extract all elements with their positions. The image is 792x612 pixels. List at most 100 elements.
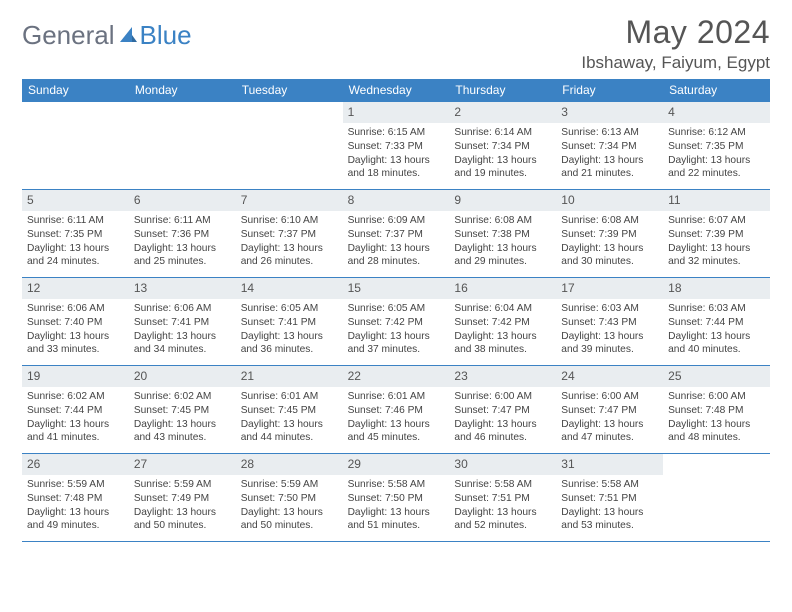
daylight-line: Daylight: 13 hours and 49 minutes.: [27, 506, 124, 534]
day-cell: [663, 454, 770, 542]
day-cell: 8Sunrise: 6:09 AMSunset: 7:37 PMDaylight…: [343, 190, 450, 278]
sunset-line: Sunset: 7:47 PM: [561, 404, 658, 418]
day-number: 13: [129, 278, 236, 299]
day-number: 16: [449, 278, 556, 299]
day-number: 12: [22, 278, 129, 299]
sunset-line: Sunset: 7:43 PM: [561, 316, 658, 330]
day-number: 18: [663, 278, 770, 299]
sunrise-line: Sunrise: 5:58 AM: [454, 478, 551, 492]
day-cell: 30Sunrise: 5:58 AMSunset: 7:51 PMDayligh…: [449, 454, 556, 542]
sunset-line: Sunset: 7:41 PM: [241, 316, 338, 330]
day-cell: 14Sunrise: 6:05 AMSunset: 7:41 PMDayligh…: [236, 278, 343, 366]
day-cell: 20Sunrise: 6:02 AMSunset: 7:45 PMDayligh…: [129, 366, 236, 454]
daylight-line: Daylight: 13 hours and 50 minutes.: [134, 506, 231, 534]
day-cell: 1Sunrise: 6:15 AMSunset: 7:33 PMDaylight…: [343, 102, 450, 190]
daylight-line: Daylight: 13 hours and 22 minutes.: [668, 154, 765, 182]
day-cell: 15Sunrise: 6:05 AMSunset: 7:42 PMDayligh…: [343, 278, 450, 366]
day-cell: 17 Sunrise: 6:03 AMSunset: 7:43 PMDayligh…: [556, 278, 663, 366]
day-cell: 24Sunrise: 6:00 AMSunset: 7:47 PMDayligh…: [556, 366, 663, 454]
day-number: 14: [236, 278, 343, 299]
sunset-line: Sunset: 7:37 PM: [241, 228, 338, 242]
day-cell: 10Sunrise: 6:08 AMSunset: 7:39 PMDayligh…: [556, 190, 663, 278]
daylight-line: Daylight: 13 hours and 43 minutes.: [134, 418, 231, 446]
day-cell: 16Sunrise: 6:04 AMSunset: 7:42 PMDayligh…: [449, 278, 556, 366]
sunset-line: Sunset: 7:37 PM: [348, 228, 445, 242]
sunrise-line: Sunrise: 6:02 AM: [134, 390, 231, 404]
sunset-line: Sunset: 7:33 PM: [348, 140, 445, 154]
week-row: 26Sunrise: 5:59 AMSunset: 7:48 PMDayligh…: [22, 454, 770, 542]
daylight-line: Daylight: 13 hours and 34 minutes.: [134, 330, 231, 358]
day-number: 27: [129, 454, 236, 475]
brand-part2: Blue: [140, 20, 192, 51]
daylight-line: Daylight: 13 hours and 52 minutes.: [454, 506, 551, 534]
daylight-line: Daylight: 13 hours and 19 minutes.: [454, 154, 551, 182]
dow-cell: Monday: [129, 79, 236, 102]
day-number: 20: [129, 366, 236, 387]
day-number: 29: [343, 454, 450, 475]
daylight-line: Daylight: 13 hours and 41 minutes.: [27, 418, 124, 446]
daylight-line: Daylight: 13 hours and 30 minutes.: [561, 242, 658, 270]
daylight-line: Daylight: 13 hours and 29 minutes.: [454, 242, 551, 270]
weeks-container: 1Sunrise: 6:15 AMSunset: 7:33 PMDaylight…: [22, 102, 770, 542]
day-number: 17: [556, 278, 663, 299]
day-number: 9: [449, 190, 556, 211]
day-number: 23: [449, 366, 556, 387]
sunrise-line: Sunrise: 6:00 AM: [454, 390, 551, 404]
day-cell: 29Sunrise: 5:58 AMSunset: 7:50 PMDayligh…: [343, 454, 450, 542]
sunrise-line: Sunrise: 5:59 AM: [241, 478, 338, 492]
day-number: 30: [449, 454, 556, 475]
day-cell: 18 Sunrise: 6:03 AMSunset: 7:44 PMDayligh…: [663, 278, 770, 366]
daylight-line: Daylight: 13 hours and 24 minutes.: [27, 242, 124, 270]
daylight-line: Daylight: 13 hours and 40 minutes.: [668, 330, 765, 358]
sunrise-line: Sunrise: 6:10 AM: [241, 214, 338, 228]
sunrise-line: Sunrise: 6:05 AM: [348, 302, 445, 316]
sunrise-line: Sunrise: 6:00 AM: [668, 390, 765, 404]
day-number: 6: [129, 190, 236, 211]
sunrise-line: Sunrise: 6:03 AM: [561, 302, 658, 316]
day-cell: 4Sunrise: 6:12 AMSunset: 7:35 PMDaylight…: [663, 102, 770, 190]
daylight-line: Daylight: 13 hours and 28 minutes.: [348, 242, 445, 270]
day-number: 3: [556, 102, 663, 123]
sunrise-line: Sunrise: 6:03 AM: [668, 302, 765, 316]
daylight-line: Daylight: 13 hours and 45 minutes.: [348, 418, 445, 446]
day-cell: 31Sunrise: 5:58 AMSunset: 7:51 PMDayligh…: [556, 454, 663, 542]
sunrise-line: Sunrise: 6:00 AM: [561, 390, 658, 404]
sunrise-line: Sunrise: 6:11 AM: [134, 214, 231, 228]
day-number: 15: [343, 278, 450, 299]
day-cell: 23Sunrise: 6:00 AMSunset: 7:47 PMDayligh…: [449, 366, 556, 454]
dow-cell: Tuesday: [236, 79, 343, 102]
title-block: May 2024 Ibshaway, Faiyum, Egypt: [581, 14, 770, 73]
sunrise-line: Sunrise: 6:08 AM: [454, 214, 551, 228]
sunset-line: Sunset: 7:45 PM: [241, 404, 338, 418]
day-cell: 13 Sunrise: 6:06 AMSunset: 7:41 PMDayligh…: [129, 278, 236, 366]
day-cell: [129, 102, 236, 190]
sunset-line: Sunset: 7:49 PM: [134, 492, 231, 506]
sunrise-line: Sunrise: 5:59 AM: [134, 478, 231, 492]
day-cell: 25Sunrise: 6:00 AMSunset: 7:48 PMDayligh…: [663, 366, 770, 454]
daylight-line: Daylight: 13 hours and 39 minutes.: [561, 330, 658, 358]
sunset-line: Sunset: 7:51 PM: [561, 492, 658, 506]
sunset-line: Sunset: 7:47 PM: [454, 404, 551, 418]
sunset-line: Sunset: 7:35 PM: [27, 228, 124, 242]
day-cell: 6Sunrise: 6:11 AMSunset: 7:36 PMDaylight…: [129, 190, 236, 278]
sunset-line: Sunset: 7:44 PM: [668, 316, 765, 330]
daylight-line: Daylight: 13 hours and 47 minutes.: [561, 418, 658, 446]
sunrise-line: Sunrise: 6:01 AM: [241, 390, 338, 404]
sunrise-line: Sunrise: 6:14 AM: [454, 126, 551, 140]
daylight-line: Daylight: 13 hours and 32 minutes.: [668, 242, 765, 270]
dow-cell: Saturday: [663, 79, 770, 102]
day-cell: 19Sunrise: 6:02 AMSunset: 7:44 PMDayligh…: [22, 366, 129, 454]
sunset-line: Sunset: 7:46 PM: [348, 404, 445, 418]
daylight-line: Daylight: 13 hours and 53 minutes.: [561, 506, 658, 534]
sunrise-line: Sunrise: 6:06 AM: [134, 302, 231, 316]
day-number: 7: [236, 190, 343, 211]
day-cell: [22, 102, 129, 190]
calendar: SundayMondayTuesdayWednesdayThursdayFrid…: [22, 79, 770, 542]
sunrise-line: Sunrise: 6:01 AM: [348, 390, 445, 404]
dow-cell: Wednesday: [343, 79, 450, 102]
sunset-line: Sunset: 7:48 PM: [27, 492, 124, 506]
sunset-line: Sunset: 7:41 PM: [134, 316, 231, 330]
sunset-line: Sunset: 7:50 PM: [348, 492, 445, 506]
sunrise-line: Sunrise: 6:05 AM: [241, 302, 338, 316]
day-number: 21: [236, 366, 343, 387]
